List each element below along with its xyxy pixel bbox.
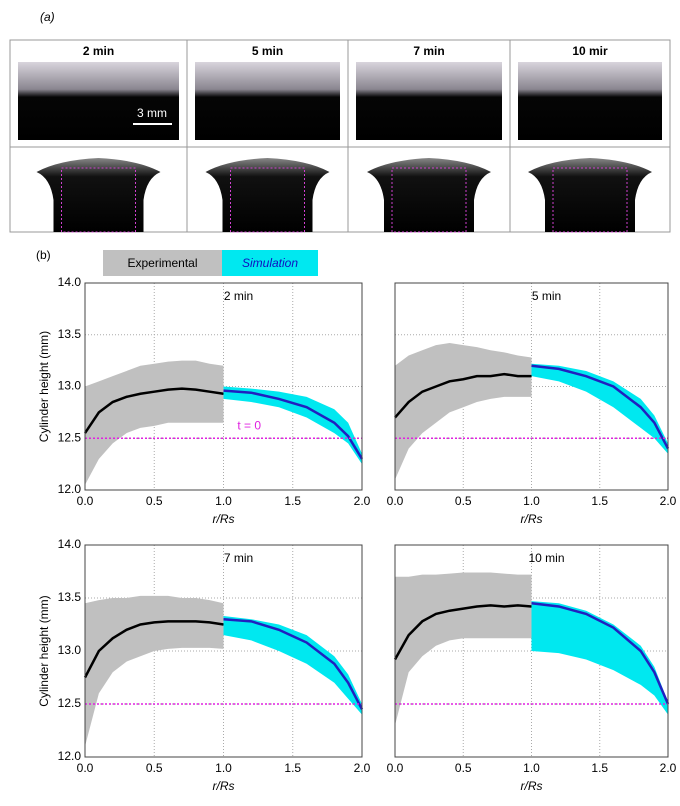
x-tick-label: 0.0 xyxy=(77,494,94,508)
outline xyxy=(391,167,467,233)
photo xyxy=(518,62,662,140)
chart: 12.0 12.5 13.0 13.5 14.0 0.0 0.5 1.0 1.5 2.0 7 min… xyxy=(37,537,370,793)
range-band xyxy=(85,360,224,485)
x-tick-label: 0.5 xyxy=(455,494,472,508)
y-tick-label: 12.0 xyxy=(58,482,82,496)
x-tick-label: 0.0 xyxy=(387,761,404,775)
x-tick-label: 0.5 xyxy=(146,494,163,508)
scale-label: 3 mm xyxy=(137,106,167,120)
chart-title: 7 min xyxy=(224,551,253,565)
x-axis-label: r/Rs xyxy=(213,512,235,526)
plot-frame xyxy=(394,544,669,758)
photo xyxy=(356,62,502,140)
legend-swatch xyxy=(103,250,222,276)
y-tick-label: 14.0 xyxy=(58,275,82,289)
outline xyxy=(61,167,136,233)
range-band xyxy=(395,572,532,726)
x-tick-label: 0.0 xyxy=(77,761,94,775)
outline xyxy=(552,167,628,233)
time-label: 7 min xyxy=(413,44,444,58)
x-tick-label: 1.5 xyxy=(591,761,608,775)
x-tick-label: 1.5 xyxy=(591,494,608,508)
simulation-image xyxy=(367,158,491,232)
mean-line xyxy=(223,389,364,460)
range-band xyxy=(395,343,532,480)
frame xyxy=(9,39,671,233)
y-tick-label: 13.0 xyxy=(58,379,82,393)
simulation-image xyxy=(528,158,652,232)
range-band xyxy=(531,363,668,454)
time-label: 5 min xyxy=(252,44,283,58)
mean-line xyxy=(83,387,224,434)
outline xyxy=(230,167,305,233)
y-axis-label: Cylinder height (mm) xyxy=(37,331,51,442)
y-tick-label: 13.5 xyxy=(58,590,82,604)
x-tick-label: 0.5 xyxy=(146,761,163,775)
plot-frame xyxy=(84,544,363,758)
y-tick-label: 12.5 xyxy=(58,696,82,710)
mean-line xyxy=(83,620,224,679)
panel-label: (b) xyxy=(36,248,51,262)
x-axis-label: r/Rs xyxy=(521,512,543,526)
plot-frame xyxy=(394,282,669,491)
x-tick-label: 2.0 xyxy=(660,494,677,508)
mean-line xyxy=(531,602,670,705)
x-tick-label: 1.0 xyxy=(215,494,232,508)
range-band xyxy=(531,601,668,715)
x-tick-label: 1.0 xyxy=(523,494,540,508)
x-tick-label: 2.0 xyxy=(660,761,677,775)
image-panel xyxy=(9,39,671,233)
photo xyxy=(18,62,179,140)
mean-line xyxy=(393,604,532,661)
time-label: 2 min xyxy=(83,44,114,58)
chart-title: 2 min xyxy=(224,289,253,303)
chart-title: 10 min xyxy=(528,551,564,565)
mean-line xyxy=(531,364,670,450)
mean-line xyxy=(394,372,532,419)
y-tick-label: 14.0 xyxy=(58,537,82,551)
y-axis-label: Cylinder height (mm) xyxy=(37,595,51,706)
photo xyxy=(195,62,340,140)
chart: 0.0 0.5 1.0 1.5 2.0 5 min r/Rs xyxy=(387,282,677,526)
simulation-image xyxy=(36,158,161,232)
y-tick-label: 12.5 xyxy=(58,430,82,444)
x-tick-label: 1.5 xyxy=(284,494,301,508)
y-tick-label: 12.0 xyxy=(58,749,82,763)
x-tick-label: 1.5 xyxy=(284,761,301,775)
simulation-image xyxy=(205,158,330,232)
mean-line xyxy=(223,617,364,710)
panel-label: (a) xyxy=(40,10,55,24)
x-axis-label: r/Rs xyxy=(521,779,543,793)
chart-title: 5 min xyxy=(532,289,561,303)
annotation: t = 0 xyxy=(237,418,261,432)
chart: 0.0 0.5 1.0 1.5 2.0 10 min r/Rs xyxy=(387,544,677,793)
range-band xyxy=(223,616,362,715)
chart: 12.0 12.5 13.0 13.5 14.0 0.0 0.5 1.0 1.5 2.0 t = 0… xyxy=(37,275,370,526)
legend-swatch xyxy=(222,250,318,276)
plot-frame xyxy=(84,282,363,491)
x-tick-label: 0.5 xyxy=(455,761,472,775)
y-tick-label: 13.5 xyxy=(58,327,82,341)
y-tick-label: 13.0 xyxy=(58,643,82,657)
x-tick-label: 1.0 xyxy=(215,761,232,775)
x-tick-label: 0.0 xyxy=(387,494,404,508)
x-tick-label: 1.0 xyxy=(523,761,540,775)
legend-label: Experimental xyxy=(127,256,197,270)
legend-label: Simulation xyxy=(242,256,298,270)
x-tick-label: 2.0 xyxy=(354,494,371,508)
x-tick-label: 2.0 xyxy=(354,761,371,775)
x-axis-label: r/Rs xyxy=(213,779,235,793)
time-label: 10 mir xyxy=(572,44,608,58)
